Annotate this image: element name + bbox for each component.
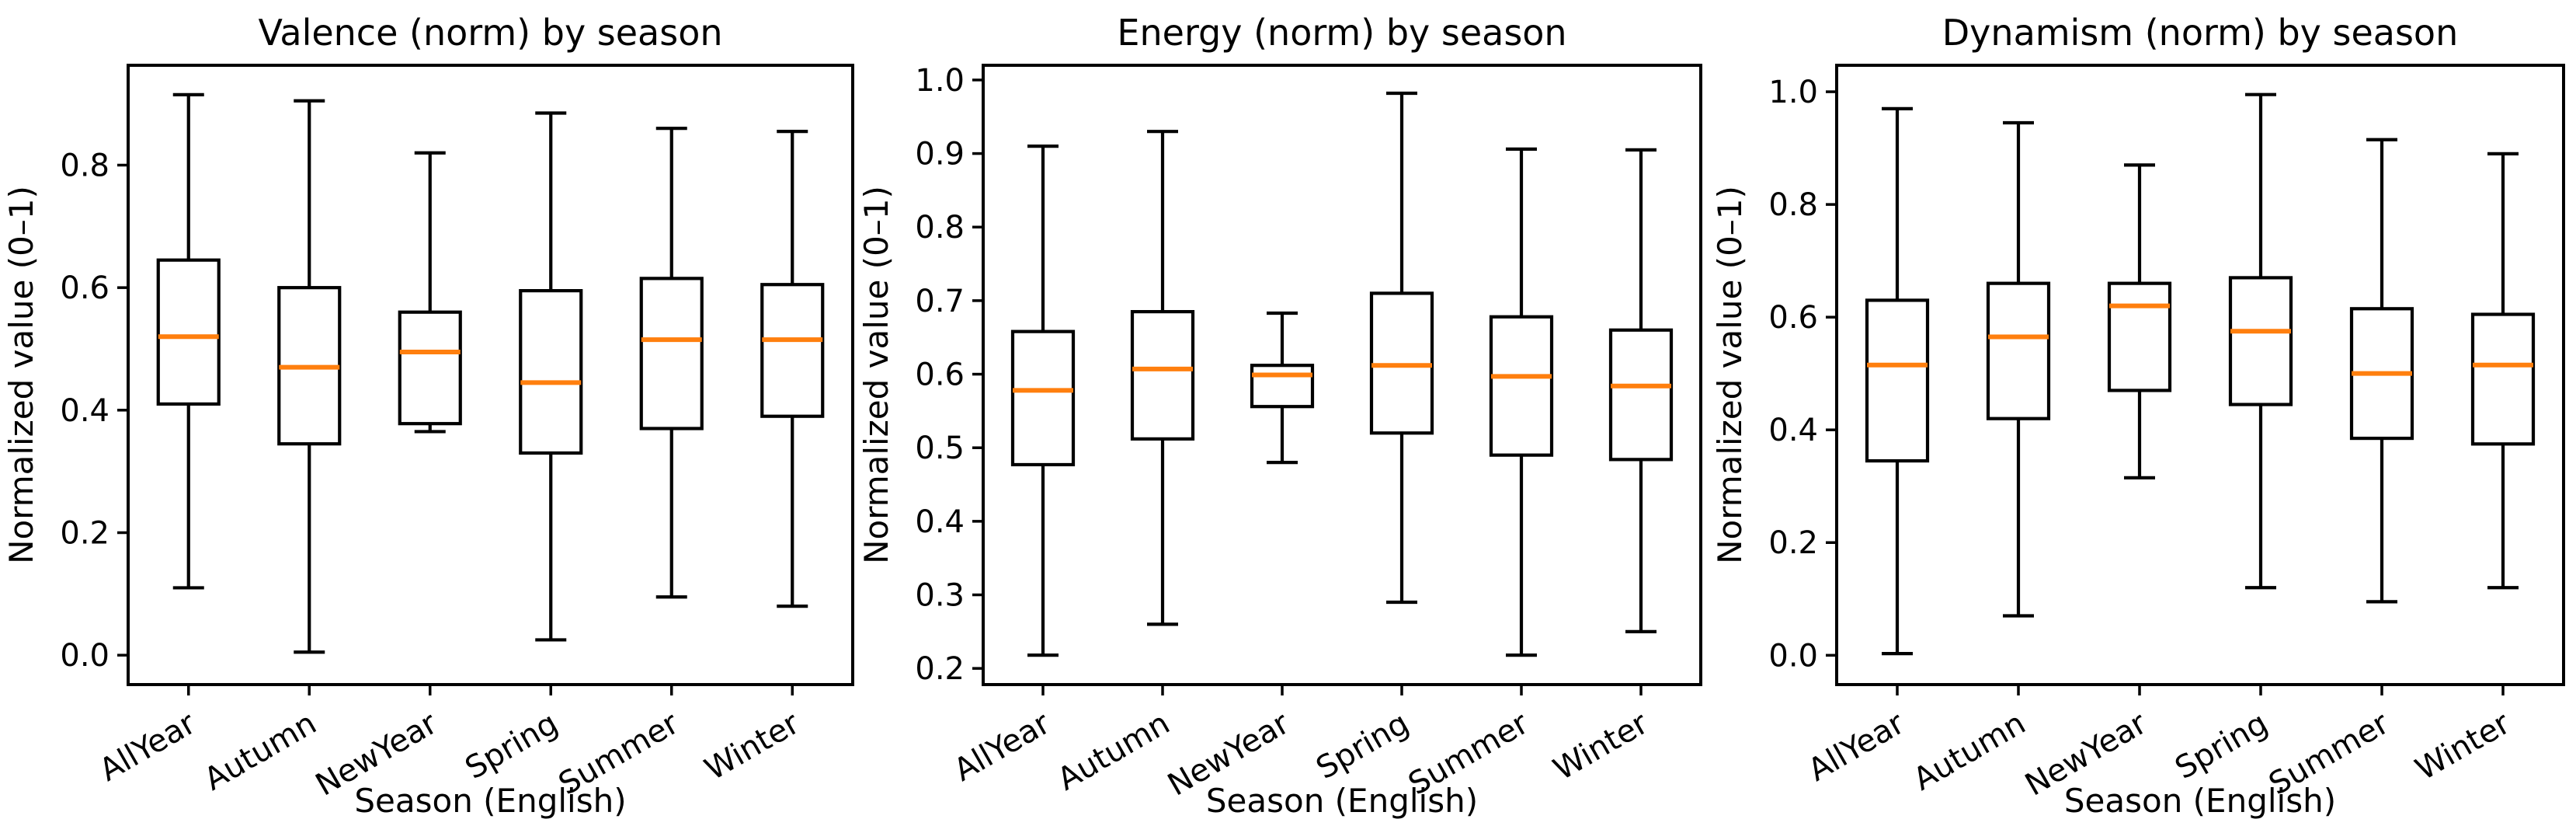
plot-title: Dynamism (norm) by season — [1942, 12, 2458, 54]
iqr-box — [1489, 315, 1554, 457]
y-tick-label: 0.8 — [60, 148, 110, 183]
x-tick-label: Spring — [2169, 706, 2274, 786]
iqr-box — [1865, 298, 1930, 463]
iqr-box — [156, 258, 221, 406]
y-tick-label: 1.0 — [915, 63, 965, 99]
iqr-box — [2470, 312, 2536, 446]
y-tick-label: 0.8 — [1768, 187, 1818, 223]
x-tick-label: AllYear — [948, 706, 1057, 789]
iqr-box — [1010, 329, 1076, 467]
y-tick-label: 0.2 — [60, 515, 110, 551]
x-tick-label: AllYear — [93, 706, 202, 789]
box-allyear — [156, 92, 221, 590]
axes-frame — [127, 64, 854, 686]
x-tick-label: Autumn — [198, 706, 322, 798]
y-tick-label: 0.6 — [1768, 300, 1818, 336]
x-tick-label: Autumn — [1052, 706, 1176, 798]
plot-title: Valence (norm) by season — [258, 12, 722, 54]
iqr-box — [2107, 281, 2172, 392]
y-tick-label: 0.0 — [1768, 638, 1818, 674]
y-axis-label: Normalized value (0–1) — [2, 186, 40, 564]
iqr-box — [1130, 309, 1195, 441]
y-tick-label: 0.4 — [1768, 413, 1818, 448]
iqr-box — [760, 283, 825, 418]
y-tick-label: 0.4 — [60, 393, 110, 429]
box-autumn — [1986, 120, 2051, 618]
iqr-box — [1250, 364, 1315, 409]
axes-frame — [982, 64, 1702, 686]
x-axis-label: Season (English) — [1206, 782, 1478, 820]
iqr-box — [1986, 281, 2051, 420]
y-tick-label: 0.0 — [60, 638, 110, 674]
y-tick-label: 0.2 — [1768, 525, 1818, 561]
y-tick-label: 0.6 — [915, 357, 965, 393]
box-newyear — [398, 151, 462, 434]
x-tick-label: Spring — [1310, 706, 1415, 786]
y-tick-label: 0.8 — [915, 210, 965, 246]
box-autumn — [277, 99, 342, 654]
x-tick-label: Winter — [1548, 706, 1655, 788]
y-tick-label: 1.0 — [1768, 75, 1818, 110]
box-spring — [1369, 91, 1434, 605]
box-autumn — [1130, 130, 1195, 626]
y-axis-label: Normalized value (0–1) — [1711, 186, 1749, 564]
y-tick-label: 0.3 — [915, 578, 965, 614]
x-axis-label: Season (English) — [2064, 782, 2336, 820]
plot-title: Energy (norm) by season — [1117, 12, 1566, 54]
y-tick-label: 0.9 — [915, 137, 965, 173]
y-tick-label: 0.6 — [60, 270, 110, 306]
x-tick-label: AllYear — [1803, 706, 1911, 789]
box-winter — [2470, 152, 2536, 590]
x-tick-label: Winter — [2410, 706, 2517, 788]
box-spring — [2228, 92, 2293, 590]
box-spring — [519, 111, 583, 642]
x-axis-label: Season (English) — [354, 782, 626, 820]
box-newyear — [2107, 163, 2172, 479]
y-tick-label: 0.4 — [915, 504, 965, 540]
box-allyear — [1865, 106, 1930, 656]
iqr-box — [519, 289, 583, 455]
iqr-box — [1608, 328, 1674, 462]
y-tick-label: 0.7 — [915, 284, 965, 319]
iqr-box — [398, 310, 462, 426]
box-newyear — [1250, 311, 1315, 465]
x-tick-label: Winter — [699, 706, 806, 788]
y-axis-label: Normalized value (0–1) — [857, 186, 895, 564]
box-summer — [639, 127, 704, 599]
axes-frame — [1835, 64, 2565, 686]
x-tick-label: Spring — [459, 706, 564, 786]
box-summer — [1489, 147, 1554, 657]
box-allyear — [1010, 145, 1076, 657]
iqr-box — [2228, 276, 2293, 406]
box-summer — [2349, 138, 2414, 604]
y-tick-label: 0.5 — [915, 430, 965, 466]
subplot-2: 0.2 0.3 0.4 0.5 0.6 0.7 0.8 0.9 1.0 AllYearAutumn… — [857, 12, 1702, 820]
box-winter — [1608, 148, 1674, 633]
x-tick-label: Autumn — [1907, 706, 2032, 798]
iqr-box — [639, 277, 704, 430]
box-winter — [760, 130, 825, 608]
y-tick-label: 0.2 — [915, 651, 965, 687]
